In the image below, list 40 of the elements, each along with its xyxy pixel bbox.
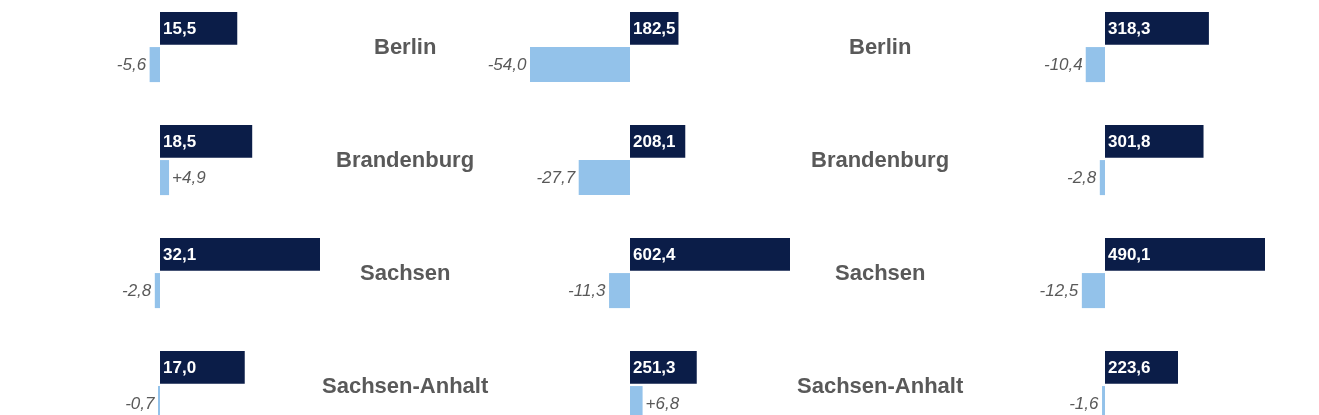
bar (630, 238, 790, 271)
data-label: +6,8 (645, 394, 680, 414)
data-label: -2,8 (121, 281, 152, 301)
y-tick-label: Brandenburg (336, 147, 475, 172)
data-label: -1,6 (1069, 394, 1100, 414)
bar (1105, 12, 1209, 45)
data-label: 318,3 (1108, 18, 1151, 38)
data-label: -0,7 (125, 394, 155, 414)
data-label: -11,3 (568, 281, 607, 301)
y-tick-label: Sachsen-Anhalt (322, 373, 489, 398)
data-label: 251,3 (633, 357, 676, 377)
data-label: 182,5 (633, 18, 676, 38)
data-label: -10,4 (1043, 55, 1083, 75)
data-label: -27,7 (536, 168, 576, 188)
bar (160, 351, 245, 384)
bar (160, 238, 320, 271)
data-label: 301,8 (1108, 131, 1151, 151)
data-label: 18,5 (163, 131, 197, 151)
data-label: -12,5 (1039, 281, 1079, 301)
data-label: 223,6 (1108, 357, 1151, 377)
bar (160, 125, 253, 158)
y-tick-label: Sachsen (835, 260, 926, 285)
data-label: +4,9 (172, 168, 207, 188)
y-tick-label: Sachsen-Anhalt (797, 373, 964, 398)
data-label: -54,0 (487, 55, 527, 75)
y-tick-label: Sachsen (360, 260, 451, 285)
data-label: 490,1 (1108, 244, 1151, 264)
y-tick-label: Brandenburg (811, 147, 950, 172)
data-label: 17,0 (163, 357, 197, 377)
bar (1105, 125, 1204, 158)
bar (160, 12, 238, 45)
data-label: 32,1 (163, 244, 197, 264)
data-label: 15,5 (163, 18, 197, 38)
data-label: -2,8 (1066, 168, 1097, 188)
data-label: -5,6 (116, 55, 147, 75)
data-label: 208,1 (633, 131, 676, 151)
y-tick-label: Berlin (849, 34, 912, 59)
y-tick-label: Berlin (374, 34, 437, 59)
data-label: 602,4 (633, 244, 677, 264)
bar (1105, 238, 1265, 271)
